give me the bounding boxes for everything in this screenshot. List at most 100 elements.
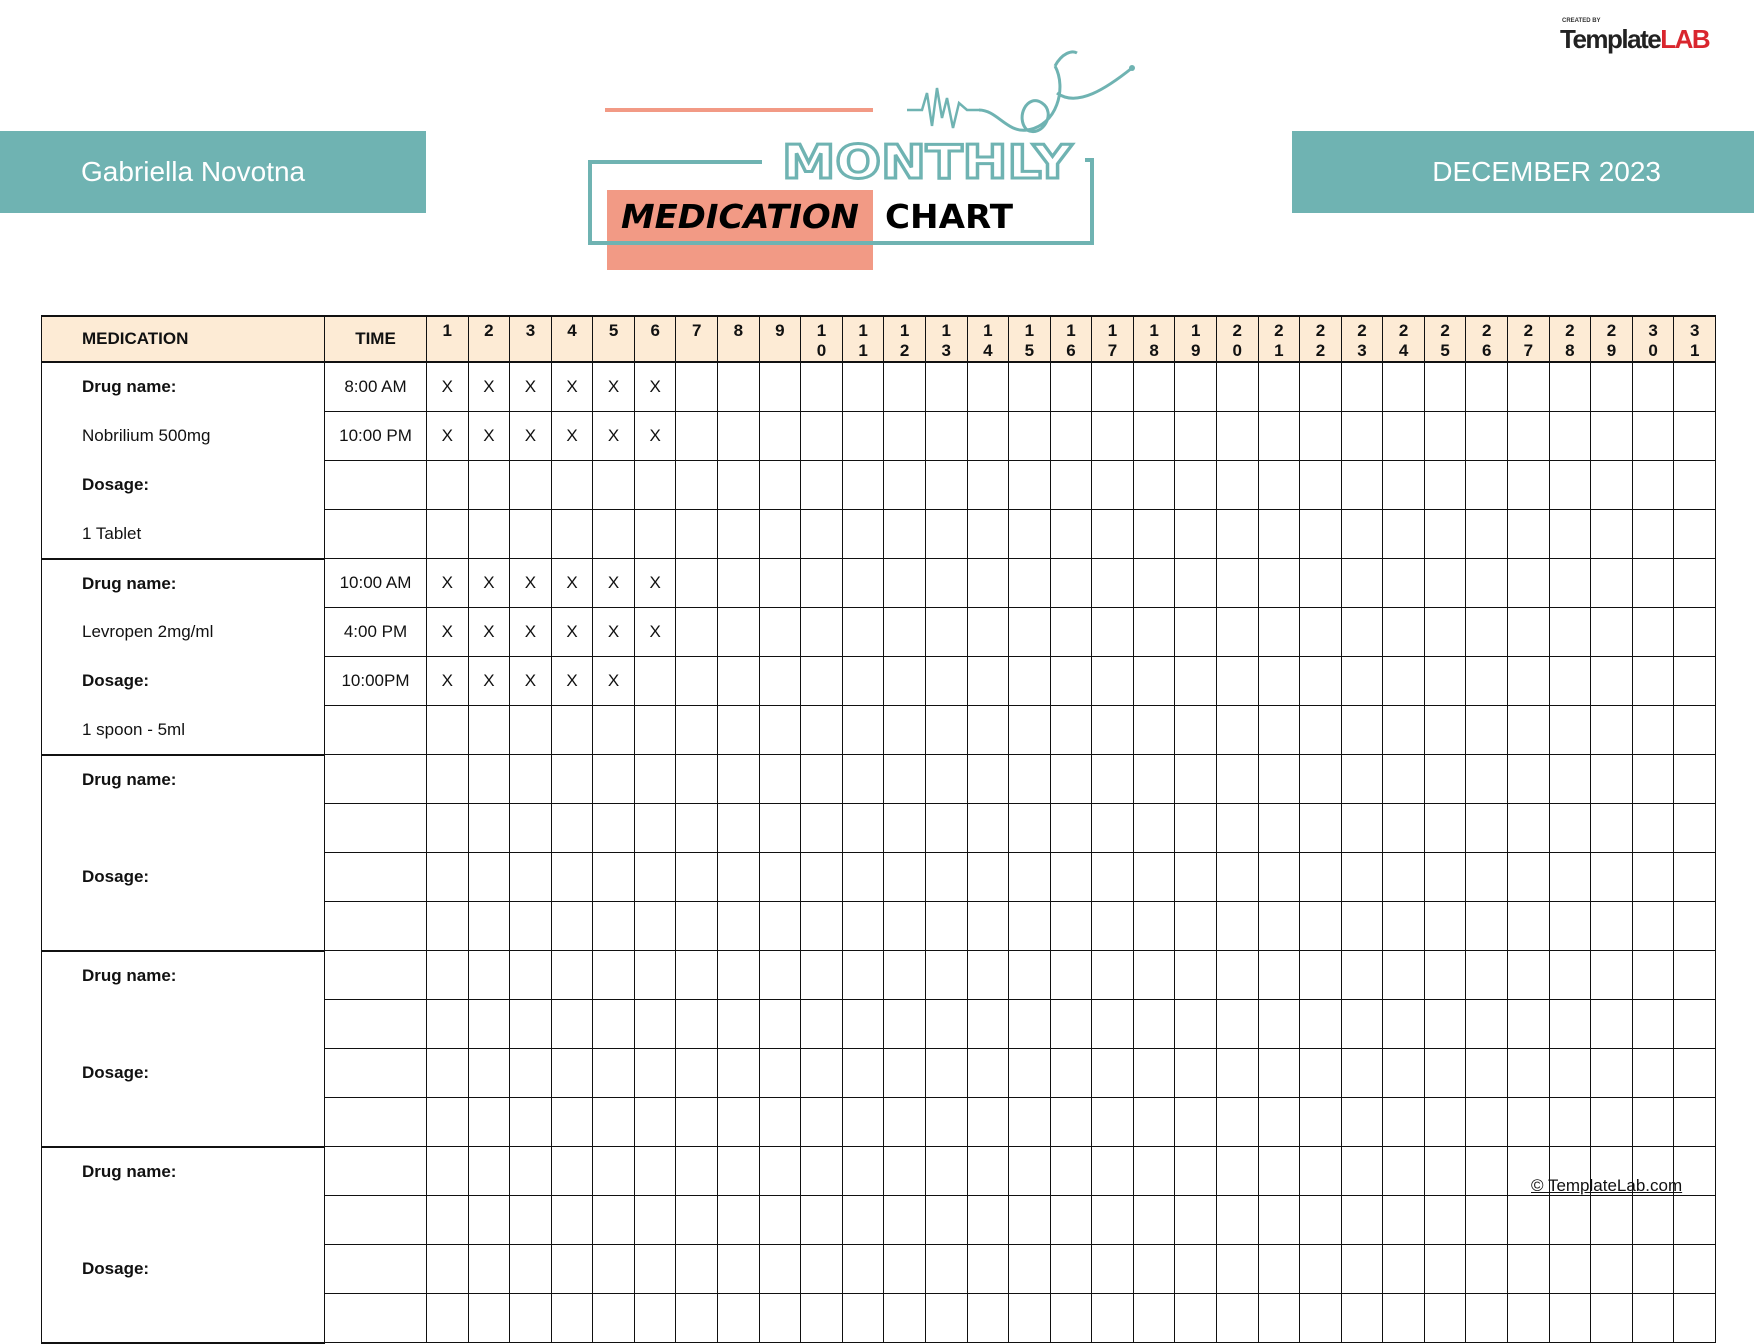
day-cell[interactable] xyxy=(1507,950,1550,1000)
day-cell[interactable] xyxy=(550,1293,594,1343)
day-cell[interactable] xyxy=(550,999,594,1049)
day-cell[interactable] xyxy=(924,1195,968,1245)
day-cell[interactable] xyxy=(1008,1097,1051,1147)
day-cell[interactable] xyxy=(1673,803,1716,853)
day-cell[interactable] xyxy=(841,852,885,902)
day-cell[interactable] xyxy=(1215,361,1259,412)
day-cell[interactable] xyxy=(758,705,802,755)
day-cell[interactable] xyxy=(1299,558,1342,608)
day-cell[interactable] xyxy=(1673,509,1716,559)
day-cell[interactable] xyxy=(1174,901,1217,951)
day-cell[interactable]: X xyxy=(426,656,469,706)
time-cell[interactable]: 10:00 AM xyxy=(324,558,427,608)
day-cell[interactable] xyxy=(1257,705,1301,755)
day-cell[interactable] xyxy=(1382,803,1425,853)
day-cell[interactable] xyxy=(1423,1244,1467,1294)
day-cell[interactable] xyxy=(1132,1293,1176,1343)
day-cell[interactable] xyxy=(1008,705,1051,755)
day-cell[interactable] xyxy=(1215,460,1259,510)
day-cell[interactable] xyxy=(966,607,1010,657)
day-cell[interactable] xyxy=(467,803,511,853)
day-cell[interactable] xyxy=(509,1097,552,1147)
day-cell[interactable] xyxy=(883,361,926,412)
day-cell[interactable] xyxy=(1423,509,1467,559)
day-cell[interactable] xyxy=(592,1293,635,1343)
day-cell[interactable] xyxy=(1590,411,1633,461)
day-cell[interactable] xyxy=(633,950,677,1000)
day-cell[interactable] xyxy=(1382,411,1425,461)
day-cell[interactable] xyxy=(1174,509,1217,559)
day-cell[interactable]: X xyxy=(426,558,469,608)
day-cell[interactable]: X xyxy=(426,607,469,657)
day-cell[interactable] xyxy=(1299,754,1342,804)
day-cell[interactable] xyxy=(1215,950,1259,1000)
day-cell[interactable] xyxy=(1465,999,1509,1049)
day-cell[interactable] xyxy=(633,1048,677,1098)
day-cell[interactable] xyxy=(1673,1293,1716,1343)
day-cell[interactable] xyxy=(758,1146,802,1196)
day-cell[interactable] xyxy=(1257,411,1301,461)
day-cell[interactable] xyxy=(1465,803,1509,853)
day-cell[interactable] xyxy=(924,705,968,755)
day-cell[interactable] xyxy=(426,1244,469,1294)
day-cell[interactable] xyxy=(1590,950,1633,1000)
day-cell[interactable] xyxy=(1215,411,1259,461)
day-cell[interactable] xyxy=(1008,607,1051,657)
day-cell[interactable] xyxy=(1340,361,1384,412)
day-cell[interactable] xyxy=(1631,705,1675,755)
day-cell[interactable] xyxy=(675,411,719,461)
day-cell[interactable] xyxy=(1340,852,1384,902)
day-cell[interactable] xyxy=(1340,950,1384,1000)
day-cell[interactable] xyxy=(675,803,719,853)
day-cell[interactable] xyxy=(1507,361,1550,412)
day-cell[interactable] xyxy=(1465,411,1509,461)
day-cell[interactable] xyxy=(883,705,926,755)
day-cell[interactable] xyxy=(509,1048,552,1098)
day-cell[interactable] xyxy=(1257,509,1301,559)
day-cell[interactable]: X xyxy=(550,411,594,461)
day-cell[interactable] xyxy=(550,1048,594,1098)
day-cell[interactable] xyxy=(841,999,885,1049)
day-cell[interactable] xyxy=(717,705,760,755)
day-cell[interactable] xyxy=(1215,656,1259,706)
day-cell[interactable] xyxy=(1382,950,1425,1000)
day-cell[interactable] xyxy=(717,1293,760,1343)
day-cell[interactable] xyxy=(426,1195,469,1245)
day-cell[interactable] xyxy=(883,1195,926,1245)
day-cell[interactable] xyxy=(1382,999,1425,1049)
day-cell[interactable] xyxy=(1382,460,1425,510)
day-cell[interactable] xyxy=(758,1293,802,1343)
day-cell[interactable] xyxy=(467,901,511,951)
day-cell[interactable] xyxy=(1091,1195,1134,1245)
day-cell[interactable] xyxy=(800,558,843,608)
day-cell[interactable] xyxy=(1174,558,1217,608)
day-cell[interactable] xyxy=(1382,558,1425,608)
day-cell[interactable] xyxy=(758,411,802,461)
day-cell[interactable] xyxy=(1465,705,1509,755)
day-cell[interactable] xyxy=(717,999,760,1049)
day-cell[interactable] xyxy=(1215,754,1259,804)
day-cell[interactable] xyxy=(1049,803,1093,853)
day-cell[interactable] xyxy=(1465,754,1509,804)
day-cell[interactable] xyxy=(1673,361,1716,412)
day-cell[interactable] xyxy=(717,361,760,412)
day-cell[interactable] xyxy=(1299,852,1342,902)
day-cell[interactable] xyxy=(1507,1048,1550,1098)
day-cell[interactable] xyxy=(1631,411,1675,461)
day-cell[interactable] xyxy=(1215,1244,1259,1294)
day-cell[interactable] xyxy=(841,460,885,510)
day-cell[interactable] xyxy=(717,1097,760,1147)
day-cell[interactable] xyxy=(924,803,968,853)
day-cell[interactable] xyxy=(1590,754,1633,804)
day-cell[interactable] xyxy=(758,656,802,706)
day-cell[interactable] xyxy=(675,361,719,412)
day-cell[interactable] xyxy=(1215,1293,1259,1343)
day-cell[interactable] xyxy=(966,460,1010,510)
day-cell[interactable] xyxy=(924,607,968,657)
day-cell[interactable] xyxy=(1382,1244,1425,1294)
day-cell[interactable] xyxy=(1465,1195,1509,1245)
day-cell[interactable] xyxy=(966,1244,1010,1294)
day-cell[interactable] xyxy=(1548,460,1592,510)
day-cell[interactable] xyxy=(1049,1195,1093,1245)
day-cell[interactable] xyxy=(509,460,552,510)
